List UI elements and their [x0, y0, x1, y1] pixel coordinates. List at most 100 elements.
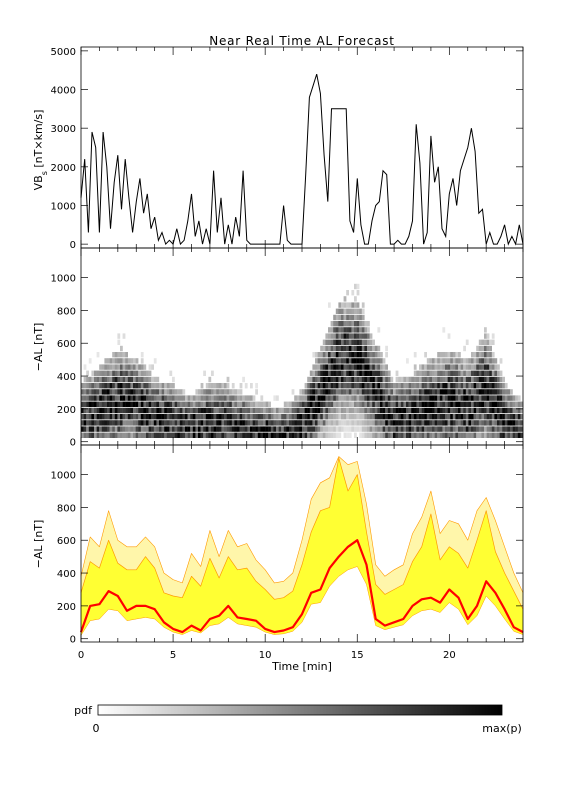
pdf-cell [328, 407, 331, 414]
pdf-cell [476, 420, 479, 426]
pdf-cell [478, 414, 482, 420]
pdf-cell [476, 414, 479, 420]
pdf-cell [270, 432, 274, 438]
pdf-cell [237, 426, 240, 432]
pdf-cell [354, 302, 357, 308]
pdf-cell [478, 358, 482, 364]
pdf-cell [486, 383, 490, 389]
pdf-cell [244, 432, 248, 438]
pdf-cell [473, 358, 477, 364]
pdf-cell [351, 420, 355, 426]
pdf-cell [91, 414, 95, 420]
pdf-cell [445, 395, 448, 401]
pdf-cell [406, 376, 409, 383]
pdf-cell [107, 383, 110, 389]
pdf-cell [468, 358, 472, 364]
pdf-cell [359, 327, 362, 333]
pdf-cell [476, 426, 479, 432]
pdf-cell [257, 432, 261, 438]
pdf-cell [322, 407, 326, 414]
pdf-cell [283, 407, 287, 414]
pdf-cell [122, 389, 126, 395]
pdf-cell [465, 420, 469, 426]
pdf-cell [455, 420, 459, 426]
pdf-cell [445, 407, 448, 414]
pdf-cell [346, 395, 349, 401]
pdf-cell [421, 370, 425, 376]
pdf-cell [309, 401, 313, 407]
pdf-cell [442, 352, 446, 358]
pdf-cell [380, 389, 383, 395]
pdf-cell [338, 432, 342, 438]
pdf-cell [146, 389, 149, 395]
pdf-cell [458, 376, 461, 383]
pdf-cell [273, 420, 277, 426]
pdf-cell [348, 383, 352, 389]
pdf-cell [390, 432, 394, 438]
pdf-cell [302, 414, 305, 420]
pdf-cell [437, 383, 440, 389]
pdf-cell [504, 389, 508, 395]
pdf-cell [211, 389, 214, 395]
pdf-cell [439, 389, 443, 395]
pdf-cell [387, 426, 391, 432]
pdf-cell [182, 420, 186, 426]
pdf-cell [348, 314, 352, 321]
pdf-cell [507, 401, 511, 407]
pdf-cell [94, 370, 97, 376]
pdf-cell [473, 407, 477, 414]
pdf-cell [432, 401, 435, 407]
pdf-cell [385, 420, 388, 426]
pdf-cell [257, 426, 261, 432]
pdf-cell [107, 426, 110, 432]
pdf-cell [322, 420, 326, 426]
pdf-cell [504, 407, 508, 414]
pdf-cell [333, 333, 336, 339]
pdf-cell [484, 420, 487, 426]
pdf-cell [351, 407, 355, 414]
pdf-cell [317, 420, 321, 426]
pdf-cell [354, 407, 357, 414]
pdf-cell [419, 364, 422, 370]
pdf-cell [224, 395, 227, 401]
pdf-cell [372, 420, 375, 426]
pdf-cell [341, 302, 344, 308]
pdf-cell [81, 395, 84, 401]
pdf-cell [398, 414, 401, 420]
pdf-cell [242, 407, 245, 414]
pdf-cell [185, 432, 188, 438]
pdf-cell [411, 383, 414, 389]
pdf-cell [468, 426, 472, 432]
pdf-cell [442, 389, 446, 395]
pdf-cell [328, 352, 331, 358]
pdf-cell [333, 370, 336, 376]
pdf-cell [338, 321, 342, 327]
pdf-cell [192, 426, 196, 432]
pdf-cell [346, 383, 349, 389]
pdf-cell [252, 426, 256, 432]
pdf-cell [127, 370, 131, 376]
pdf-cell [302, 401, 305, 407]
pdf-cell [442, 414, 446, 420]
pdf-cell [153, 383, 157, 389]
pdf-cell [81, 407, 84, 414]
pdf-cell [101, 401, 105, 407]
pdf-cell [390, 420, 394, 426]
pdf-cell [101, 426, 105, 432]
pdf-cell [411, 407, 414, 414]
pdf-cell [211, 395, 214, 401]
pdf-cell [151, 420, 154, 426]
pdf-cell [494, 389, 498, 395]
pdf-cell [380, 383, 383, 389]
pdf-cell [151, 414, 154, 420]
pdf-cell [120, 420, 123, 426]
pdf-cell [166, 401, 170, 407]
pdf-cell [468, 401, 472, 407]
pdf-cell [283, 414, 287, 420]
pdf-cell [361, 432, 365, 438]
pdf-cell [419, 432, 422, 438]
pdf-cell [172, 426, 175, 432]
pdf-cell [385, 389, 388, 395]
lower-quantile-edge [80, 566, 524, 636]
pdf-cell [463, 395, 466, 401]
